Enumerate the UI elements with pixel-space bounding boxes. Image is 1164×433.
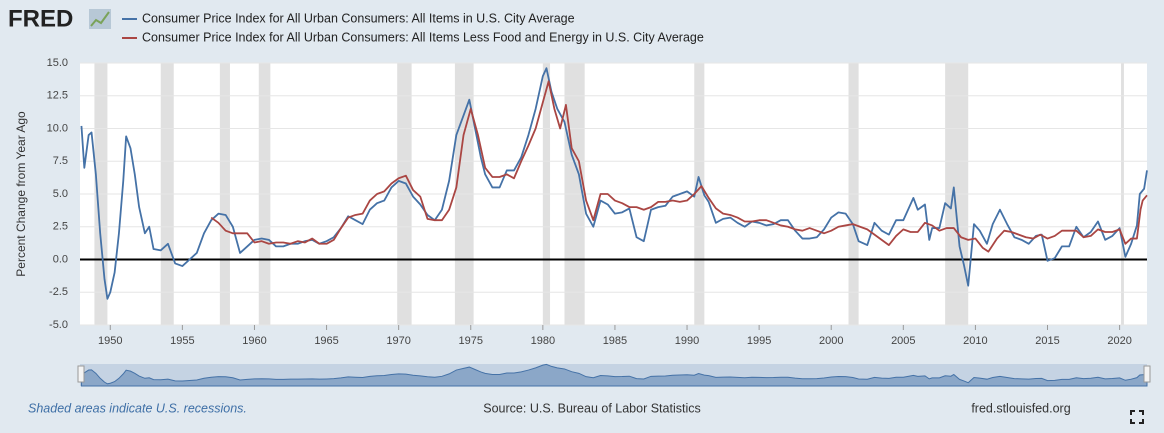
x-tick-label: 1950: [98, 335, 122, 347]
navigator-series: [80, 363, 1148, 387]
y-axis-label: Percent Change from Year Ago: [14, 111, 28, 277]
x-tick-label: 1960: [242, 335, 266, 347]
source: Source: U.S. Bureau of Labor Statistics: [483, 401, 700, 415]
navigator-handle[interactable]: [77, 365, 85, 383]
legend-label: Consumer Price Index for All Urban Consu…: [142, 30, 704, 44]
series-line: [80, 67, 1148, 300]
site: fred.stlouisfed.org: [971, 401, 1070, 415]
y-tick-label: -5.0: [49, 319, 68, 331]
x-tick-label: 1965: [314, 335, 338, 347]
x-tick-label: 1955: [170, 335, 194, 347]
navigator-handle[interactable]: [1143, 365, 1151, 383]
x-tick-label: 1995: [747, 335, 771, 347]
series-line: [210, 80, 1148, 253]
logo-icon: [89, 9, 111, 29]
x-tick-label: 2015: [1035, 335, 1059, 347]
y-tick-label: 5.0: [53, 188, 68, 200]
x-tick-label: 2010: [963, 335, 987, 347]
legend-label: Consumer Price Index for All Urban Consu…: [142, 11, 575, 25]
fullscreen-icon[interactable]: [1130, 410, 1144, 424]
x-tick-label: 1980: [531, 335, 555, 347]
y-tick-label: 7.5: [53, 155, 68, 167]
y-tick-label: 12.5: [47, 90, 68, 102]
y-tick-label: -2.5: [49, 286, 68, 298]
x-tick-label: 2005: [891, 335, 915, 347]
x-tick-label: 1985: [603, 335, 627, 347]
navigator: [80, 364, 1147, 386]
x-tick-label: 2020: [1107, 335, 1131, 347]
x-tick-label: 1990: [675, 335, 699, 347]
y-tick-label: 10.0: [47, 122, 68, 134]
x-tick-label: 1970: [386, 335, 410, 347]
x-tick-label: 2000: [819, 335, 843, 347]
x-tick-label: 1975: [459, 335, 483, 347]
y-tick-label: 15.0: [47, 57, 68, 69]
y-tick-label: 0.0: [53, 253, 68, 265]
logo: FRED: [8, 5, 73, 32]
y-tick-label: 2.5: [53, 221, 68, 233]
recession-note: Shaded areas indicate U.S. recessions.: [28, 401, 247, 415]
